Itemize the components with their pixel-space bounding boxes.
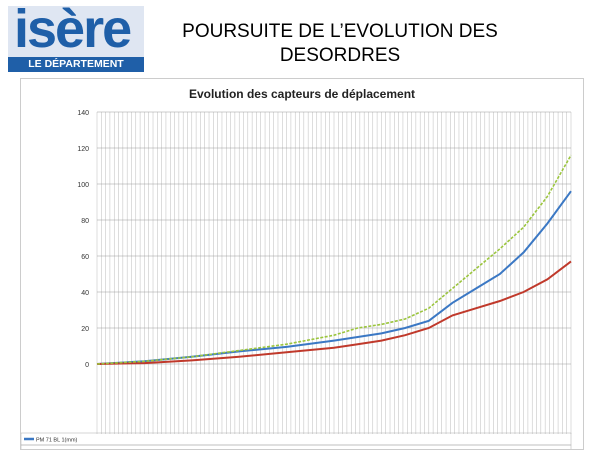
y-tick-label: 20 <box>81 326 89 333</box>
legend-label: PM 71 BL 1(mm) <box>36 438 78 444</box>
table-row <box>21 444 572 449</box>
y-tick-label: 100 <box>77 182 89 189</box>
chart-title: Evolution des capteurs de déplacement <box>188 87 416 101</box>
series-line <box>96 154 572 365</box>
series-line <box>96 260 572 365</box>
y-tick-label: 140 <box>77 110 89 117</box>
table-row <box>21 432 572 446</box>
y-tick-label: 40 <box>81 290 89 297</box>
chart: Evolution des capteurs de déplacement 0 2… <box>20 78 584 450</box>
y-tick-label: 80 <box>81 218 89 225</box>
y-tick-label: 120 <box>77 146 89 153</box>
y-tick-label: 0 <box>85 362 89 369</box>
y-tick-label: 60 <box>81 254 89 261</box>
slide-title: POURSUITE DE L’EVOLUTION DES DESORDRES <box>182 21 498 66</box>
logo-sub: LE DÉPARTEMENT <box>8 57 144 72</box>
logo-main: isère <box>14 0 132 59</box>
logo: isère LE DÉPARTEMENT <box>8 0 144 72</box>
